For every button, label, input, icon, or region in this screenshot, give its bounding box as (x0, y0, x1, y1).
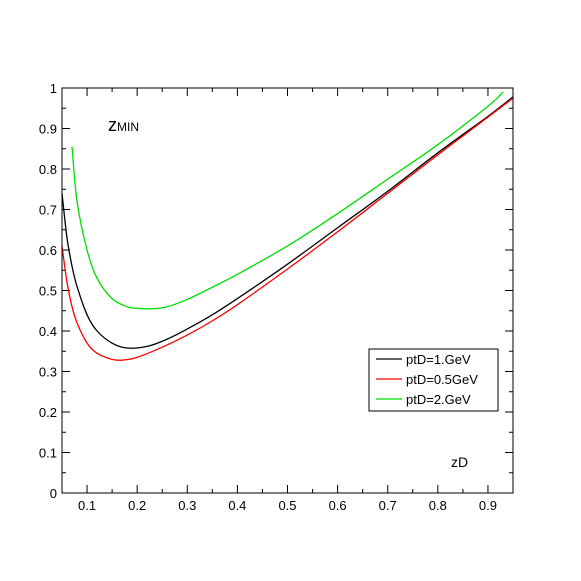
legend-label-1: ptD=0.5GeV (406, 372, 478, 387)
x-axis-label: zD (451, 454, 468, 470)
x-tick-label: 0.6 (329, 498, 347, 513)
x-tick-label: 0.4 (228, 498, 246, 513)
plot-frame (61, 87, 514, 494)
legend-label-2: ptD=2.GeV (406, 392, 471, 407)
x-tick-label: 0.9 (479, 498, 497, 513)
legend-label-0: ptD=1.GeV (406, 352, 471, 367)
x-tick-label: 0.7 (379, 498, 397, 513)
series-line-2 (71, 91, 504, 310)
y-tick-label: 0.9 (39, 122, 57, 137)
legend: ptD=1.GeV ptD=0.5GeV ptD=2.GeV (368, 348, 499, 412)
y-tick-label: 0.6 (39, 243, 57, 258)
zmin-annotation: zMIN (108, 115, 139, 135)
y-tick-label: 0.7 (39, 203, 57, 218)
x-tick-label: 0.2 (128, 498, 146, 513)
y-tick-label: 0.1 (39, 446, 57, 461)
y-tick-label: 0.5 (39, 284, 57, 299)
series-curves (61, 91, 514, 362)
x-tick-label: 0.1 (78, 498, 96, 513)
y-tick-label: 0.8 (39, 162, 57, 177)
tick-labels: 0.1 0.2 0.3 0.4 0.5 0.6 0.7 0.8 0.9 0 0.1 0.2 0.3 0.4… (39, 81, 497, 513)
x-tick-label: 0.8 (429, 498, 447, 513)
series-line-1 (61, 97, 514, 362)
x-tick-label: 0.3 (178, 498, 196, 513)
y-tick-label: 0.2 (39, 405, 57, 420)
y-tick-label: 0 (50, 486, 57, 501)
y-tick-label: 0.4 (39, 324, 57, 339)
x-tick-label: 0.5 (278, 498, 296, 513)
series-line-0 (61, 96, 514, 349)
y-tick-label: 0.3 (39, 365, 57, 380)
y-tick-label: 1 (50, 81, 57, 96)
